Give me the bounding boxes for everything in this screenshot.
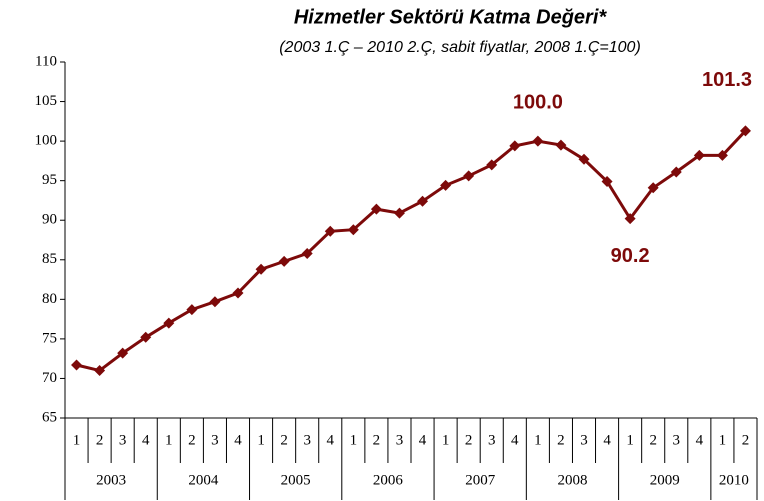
quarter-label: 1 [165,432,173,448]
y-tick-label: 90 [42,212,57,228]
marker [278,255,290,267]
marker [555,139,567,151]
quarter-label: 2 [465,432,473,448]
marker [578,153,590,165]
quarter-label: 3 [396,432,404,448]
marker [324,225,336,237]
marker [94,365,106,377]
data-label: 90.2 [611,245,650,267]
quarter-label: 3 [119,432,127,448]
quarter-label: 4 [234,432,242,448]
marker [232,287,244,299]
year-label: 2007 [465,472,496,488]
year-label: 2005 [281,472,311,488]
marker [140,331,152,343]
marker [716,149,728,161]
quarter-label: 2 [280,432,288,448]
year-label: 2008 [557,472,587,488]
quarter-label: 1 [350,432,358,448]
chart-subtitle: (2003 1.Ç – 2010 2.Ç, sabit fiyatlar, 20… [279,39,641,56]
marker [624,213,636,225]
marker [163,317,175,329]
data-label: 101.3 [702,69,752,91]
marker [532,135,544,147]
year-label: 2003 [96,472,126,488]
y-tick-label: 110 [35,53,57,69]
marker [670,166,682,178]
quarter-label: 1 [626,432,634,448]
y-tick-label: 85 [42,251,57,267]
marker [509,140,521,152]
quarter-label: 3 [488,432,496,448]
year-label: 2009 [650,472,680,488]
data-label: 100.0 [513,91,563,113]
quarter-label: 1 [257,432,265,448]
quarter-label: 2 [373,432,381,448]
quarter-label: 4 [603,432,611,448]
marker [739,125,751,137]
quarter-label: 4 [327,432,335,448]
quarter-label: 1 [534,432,542,448]
marker [647,182,659,194]
quarter-label: 3 [211,432,219,448]
quarter-label: 3 [580,432,588,448]
marker [209,296,221,308]
marker [463,170,475,182]
y-tick-label: 65 [42,409,57,425]
marker [71,359,83,371]
quarter-label: 4 [142,432,150,448]
marker [347,224,359,236]
marker [186,304,198,316]
quarter-label: 2 [96,432,104,448]
quarter-label: 1 [73,432,81,448]
quarter-label: 1 [442,432,450,448]
quarter-label: 3 [673,432,681,448]
y-tick-label: 70 [42,370,57,386]
marker [693,149,705,161]
chart-title: Hizmetler Sektörü Katma Değeri* [294,6,608,28]
quarter-label: 4 [511,432,519,448]
year-label: 2004 [188,472,219,488]
marker [440,179,452,191]
quarter-label: 2 [742,432,750,448]
marker [486,159,498,171]
marker [370,203,382,215]
marker [417,195,429,207]
y-tick-label: 80 [42,291,57,307]
quarter-label: 4 [696,432,704,448]
year-label: 2010 [719,472,749,488]
quarter-label: 2 [649,432,657,448]
y-tick-label: 95 [42,172,57,188]
series-line [76,129,747,373]
marker [301,247,313,259]
marker [601,175,613,187]
year-label: 2006 [373,472,404,488]
y-tick-label: 105 [35,93,58,109]
quarter-label: 2 [188,432,196,448]
marker [117,347,129,359]
quarter-label: 1 [719,432,727,448]
y-tick-label: 75 [42,330,57,346]
quarter-label: 4 [419,432,427,448]
quarter-label: 2 [557,432,565,448]
marker [393,207,405,219]
y-tick-label: 100 [35,133,58,149]
quarter-label: 3 [303,432,311,448]
marker [255,263,267,275]
